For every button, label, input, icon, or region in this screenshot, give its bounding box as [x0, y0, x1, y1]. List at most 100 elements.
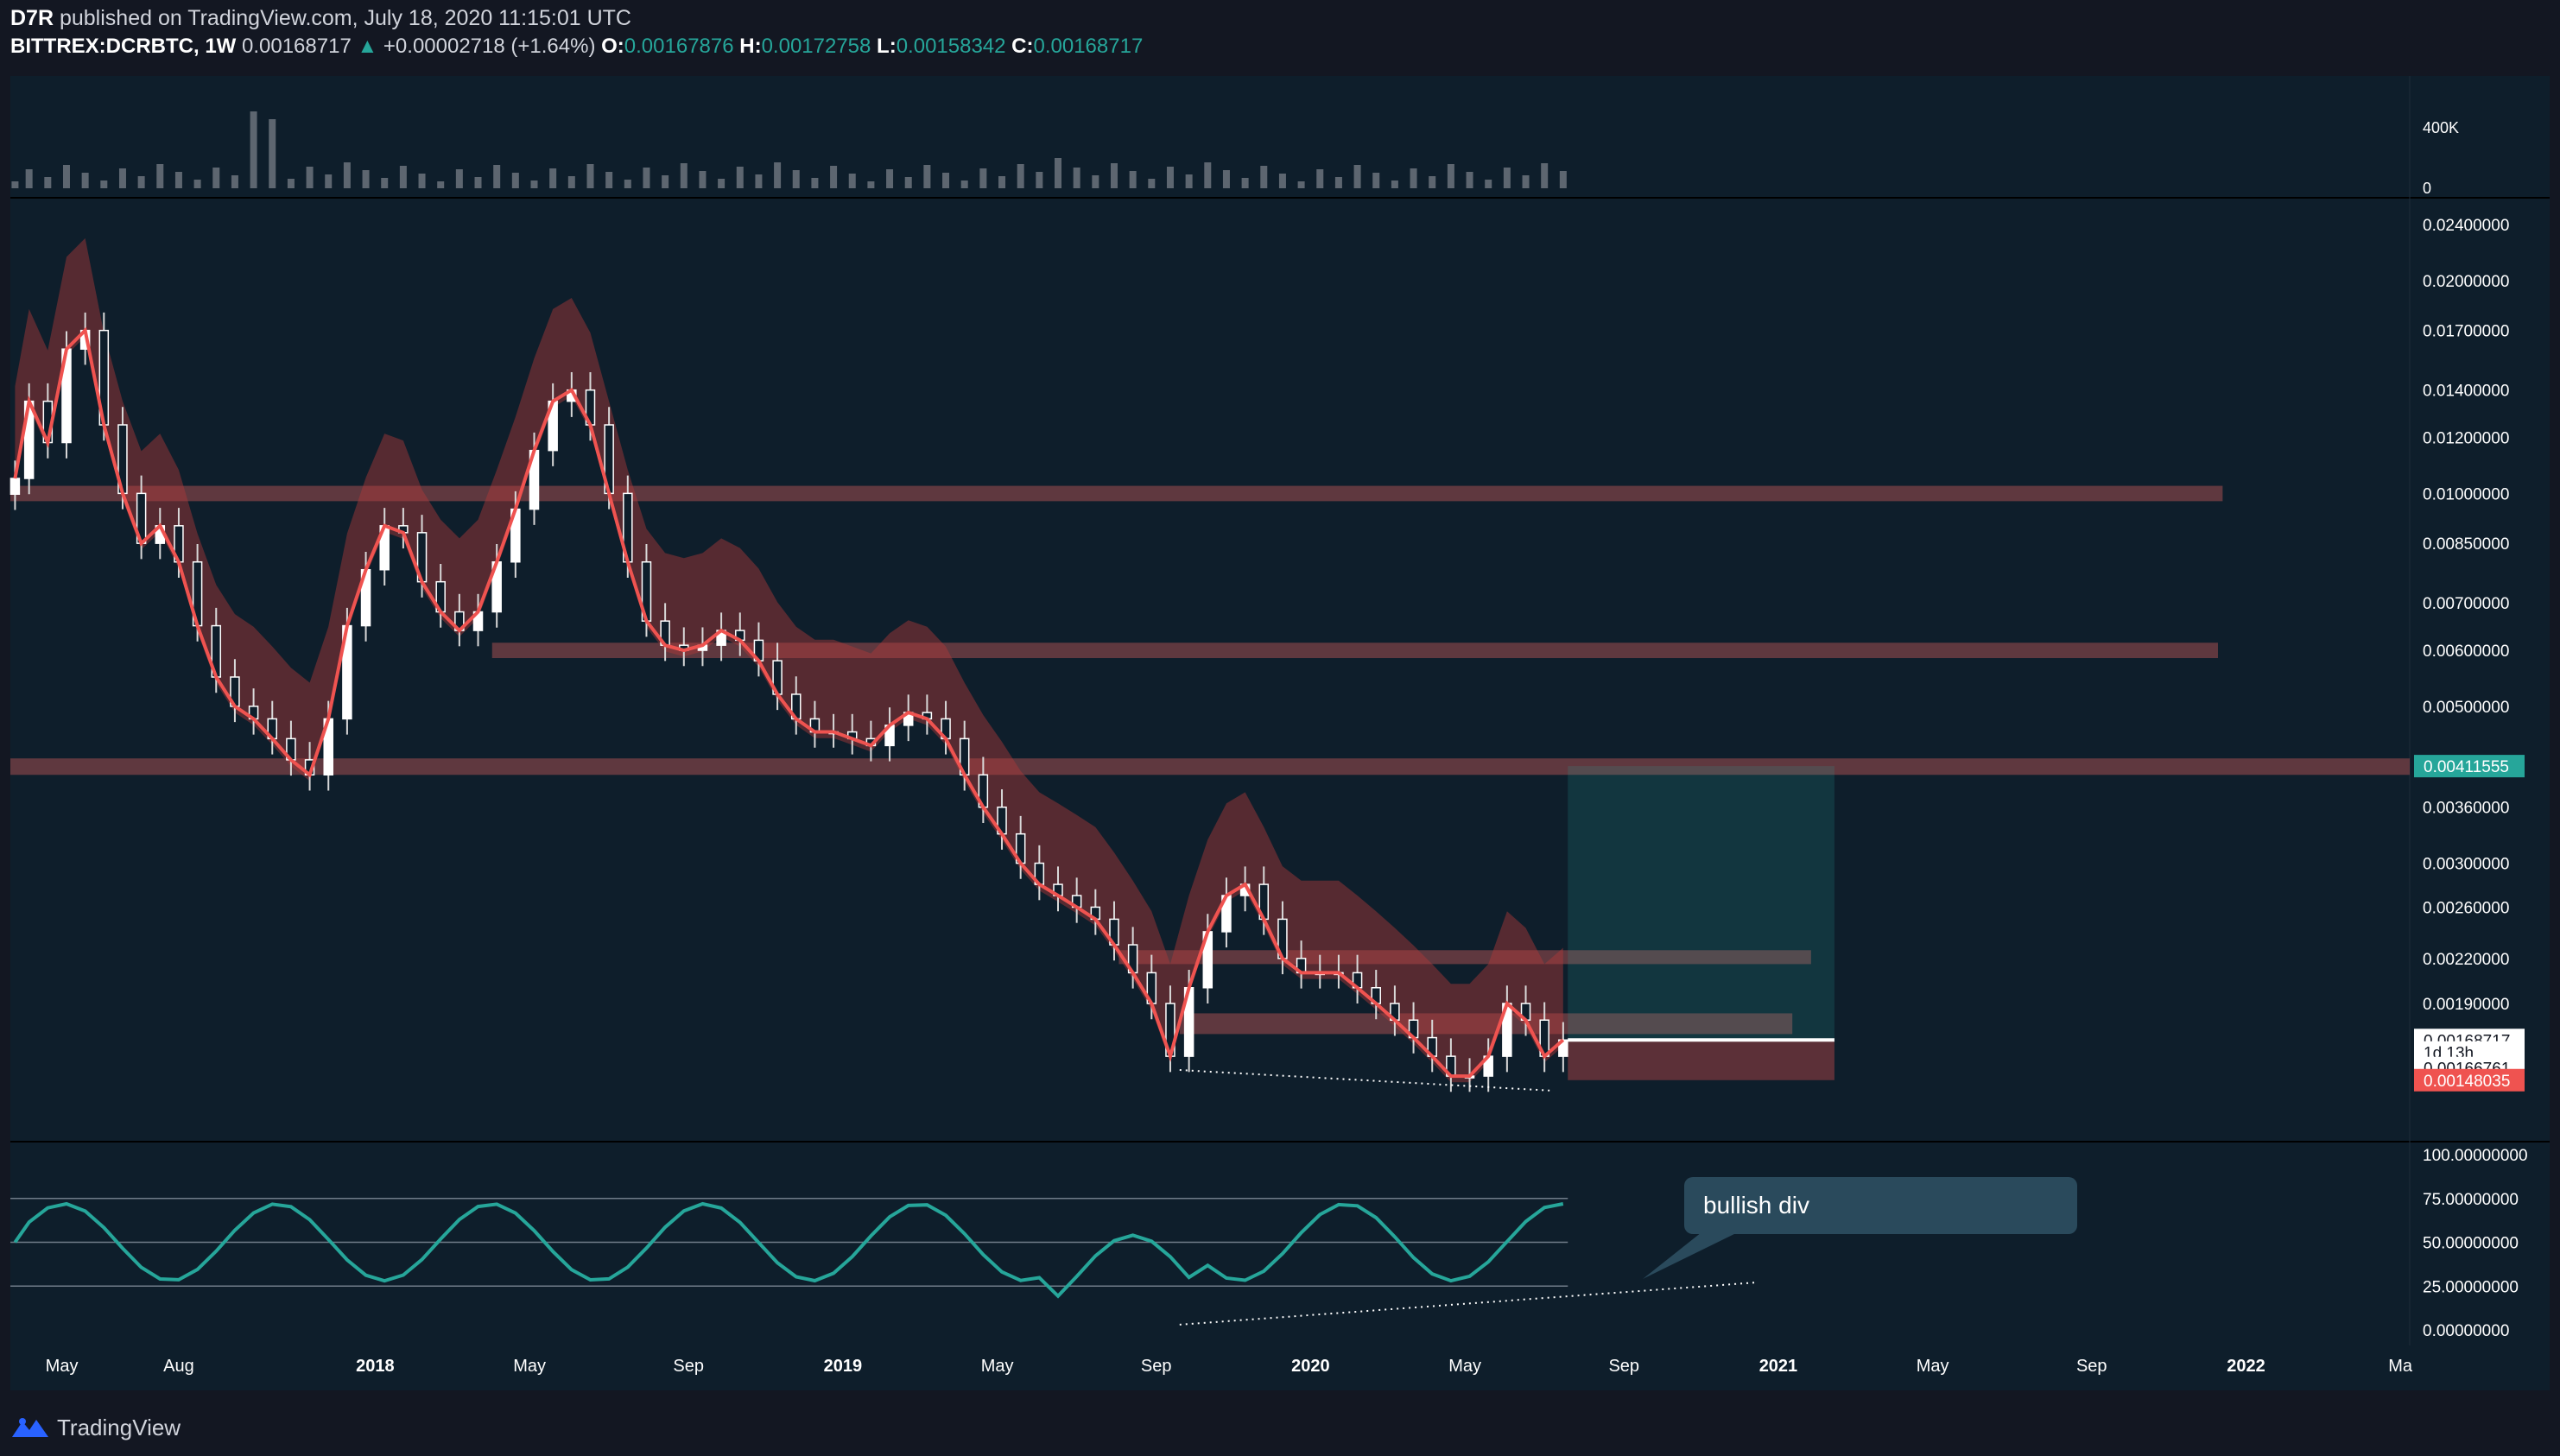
oscillator-tick-label: 75.00000000 [2423, 1191, 2519, 1209]
volume-bar [474, 177, 482, 188]
author-name[interactable]: D7R [10, 6, 54, 30]
volume-bar [1410, 168, 1417, 188]
change-up-icon: ▲ [357, 35, 378, 58]
chart-area[interactable]: 400K 0 0.02400000 0.02000000 0.01700000 0.014… [0, 69, 2560, 1399]
price-tick-label: 0.02400000 [2423, 217, 2509, 235]
volume-bar [1447, 164, 1454, 188]
symbol-label[interactable]: BITTREX:DCRBTC, 1W [10, 35, 237, 58]
volume-bar [1055, 158, 1062, 188]
volume-bar [62, 165, 70, 188]
position-stop-zone [1568, 1040, 1834, 1080]
volume-bar [455, 169, 463, 188]
price-tick-label: 0.01200000 [2423, 430, 2509, 448]
time-tick-label: Sep [2076, 1357, 2107, 1376]
volume-tick-label: 400K [2423, 119, 2459, 136]
price-change: +0.00002718 (+1.64%) [383, 35, 596, 58]
time-tick-label: 2022 [2227, 1357, 2265, 1376]
volume-bar [886, 169, 894, 188]
volume-bar [1466, 172, 1473, 188]
volume-bar [530, 180, 538, 188]
price-label-box [2414, 755, 2525, 778]
volume-bar [923, 165, 931, 188]
close-value: 0.00168717 [1033, 35, 1144, 58]
low-value: 0.00158342 [896, 35, 1006, 58]
volume-bar [381, 178, 389, 188]
volume-bar [662, 175, 669, 188]
volume-bar [1092, 175, 1099, 188]
volume-bar [1485, 180, 1492, 188]
price-tick-label: 0.00220000 [2423, 951, 2509, 969]
resistance-zone [10, 758, 2410, 775]
time-tick-label: 2019 [824, 1357, 863, 1376]
time-tick-label: Ma [2388, 1357, 2413, 1376]
tradingview-logo-icon[interactable] [10, 1415, 50, 1440]
candle-body [10, 478, 21, 496]
price-axis-background [2410, 76, 2550, 1345]
volume-bar [1073, 168, 1080, 188]
time-tick-label: May [46, 1357, 79, 1376]
volume-bar [792, 170, 800, 188]
volume-bar [362, 170, 370, 188]
volume-bar [942, 173, 950, 188]
volume-bar [1241, 178, 1249, 188]
volume-bar [287, 179, 295, 188]
position-target-zone [1568, 766, 1834, 1041]
volume-bar [567, 176, 575, 188]
published-text: published on TradingView.com, July 18, 2… [59, 6, 631, 30]
volume-bar [306, 167, 314, 188]
price-tick-label: 0.00700000 [2423, 595, 2509, 613]
price-tick-label: 0.00300000 [2423, 856, 2509, 874]
open-label: O: [601, 35, 624, 58]
publication-line: D7R published on TradingView.com, July 1… [10, 6, 631, 31]
time-tick-label: Sep [673, 1357, 704, 1376]
volume-bar [399, 166, 407, 188]
volume-bar [998, 176, 1006, 188]
oscillator-tick-label: 100.00000000 [2423, 1147, 2528, 1165]
volume-bar [736, 167, 744, 188]
tradingview-brand[interactable]: TradingView [57, 1415, 181, 1440]
volume-bar [137, 176, 145, 188]
volume-bar [718, 179, 726, 188]
annotation-text: bullish div [1703, 1192, 1809, 1219]
oscillator-tick-label: 25.00000000 [2423, 1278, 2519, 1296]
time-tick-label: May [1448, 1357, 1481, 1376]
time-tick-label: Sep [1141, 1357, 1172, 1376]
volume-bar [848, 174, 856, 188]
volume-bar [11, 181, 19, 188]
volume-bar [100, 180, 108, 188]
volume-bar [269, 119, 276, 188]
volume-bar [549, 168, 557, 188]
volume-bar [1036, 172, 1043, 188]
volume-bar [44, 177, 52, 188]
volume-bar [1166, 167, 1174, 188]
volume-bar [1204, 162, 1212, 188]
volume-bar [1185, 174, 1193, 188]
high-value: 0.00172758 [761, 35, 871, 58]
volume-bar [1260, 166, 1268, 188]
high-label: H: [739, 35, 762, 58]
volume-bar [493, 165, 501, 188]
price-tick-label: 0.00360000 [2423, 800, 2509, 818]
volume-bar [1522, 175, 1530, 188]
time-tick-label: May [1917, 1357, 1949, 1376]
price-tick-label: 0.00260000 [2423, 899, 2509, 917]
open-value: 0.00167876 [624, 35, 734, 58]
price-tick-label: 0.01000000 [2423, 485, 2509, 503]
volume-bar [643, 168, 650, 188]
price-tick-label: 0.00850000 [2423, 535, 2509, 554]
footer: TradingView [0, 1399, 2560, 1456]
volume-bar [193, 180, 201, 188]
volume-bar [774, 162, 782, 188]
volume-bar [437, 181, 445, 188]
volume-bar [904, 177, 912, 188]
plot-background [10, 76, 2410, 1345]
volume-bar [605, 172, 613, 188]
volume-bar [250, 111, 257, 188]
annotation-pointer [1643, 1232, 1738, 1279]
volume-bar [1017, 164, 1024, 188]
price-label-box [2414, 1068, 2525, 1092]
volume-bar [867, 181, 875, 188]
volume-bar [212, 168, 220, 188]
low-label: L: [877, 35, 897, 58]
last-price: 0.00168717 [242, 35, 352, 58]
